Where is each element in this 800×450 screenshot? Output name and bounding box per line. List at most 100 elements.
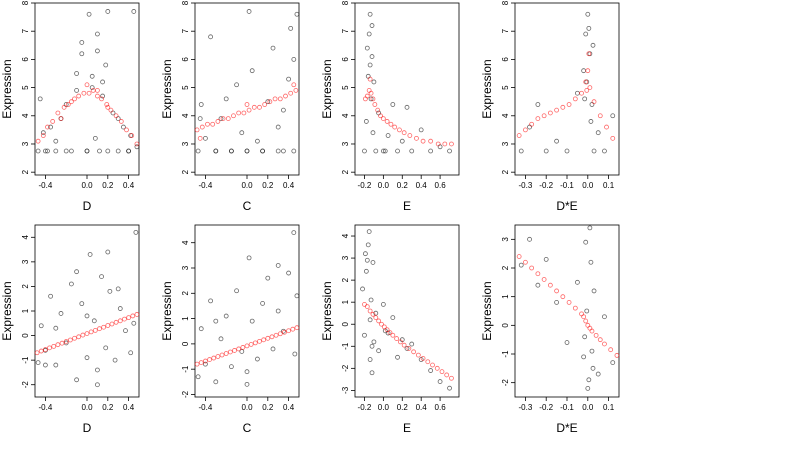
data-point [109,321,115,327]
data-point [428,148,434,154]
data-point [364,304,370,309]
data-point [595,130,601,136]
data-point [392,124,398,130]
data-point [380,148,386,154]
data-point [411,349,417,355]
data-point [602,148,607,154]
data-point [199,124,205,130]
data-point [126,148,132,154]
data-point [265,335,271,341]
data-point [373,310,379,316]
data-point [92,135,98,141]
data-point [40,133,46,138]
x-tick-label: 0.1 [603,403,615,412]
data-point [288,25,294,31]
data-point [55,110,61,116]
data-point [527,124,532,130]
data-point [602,341,607,347]
data-point [74,88,79,93]
data-point [134,144,140,150]
data-point [61,104,67,110]
y-tick-label: 0 [21,333,30,338]
data-point [261,337,267,343]
data-point [291,82,297,88]
y-tick-label: 7 [341,28,350,33]
data-point [585,68,591,74]
data-point [115,286,121,292]
x-tick-label: 0.6 [435,181,447,190]
data-point [368,96,374,102]
data-point [583,239,589,245]
plot-frame [514,224,620,398]
data-point [257,104,262,110]
data-point [202,135,208,141]
scatter-panel-3: 2 3 4 5 6 7 8 -0.2 0.0 0.2 0.4 0.6 E Expression [320,0,460,213]
data-point [58,116,64,122]
data-point [131,320,137,326]
data-point [84,355,90,361]
data-point [103,62,109,68]
y-tick-label: -1 [501,350,510,358]
x-axis-title: D [83,421,92,435]
data-point [370,96,376,102]
x-axis-title: C [243,199,252,213]
data-point [290,326,296,332]
data-point [249,318,255,324]
data-point [236,346,242,352]
data-point [218,116,224,122]
y-tick-label: 4 [341,233,350,238]
data-point [583,31,589,37]
y-tick-label: 8 [181,0,190,5]
data-point [99,274,104,280]
data-point [105,323,111,328]
data-point [198,102,204,107]
data-point [248,341,254,347]
data-point [275,148,281,154]
data-point [535,116,541,122]
data-point [95,93,100,99]
x-axis-title: D*E [556,421,577,435]
data-point [265,99,271,105]
x-axis-title: C [243,421,252,435]
data-point [76,93,82,99]
data-point [65,102,71,107]
data-point [449,375,454,381]
data-point [223,313,229,319]
x-tick-label: 0.1 [603,181,615,190]
data-point [105,104,111,110]
data-point [369,54,375,59]
y-tick-label: 3 [181,141,190,146]
data-point [134,312,140,317]
data-point [38,348,44,354]
data-point [587,225,593,231]
y-tick-label: 7 [181,28,190,33]
data-point [104,102,110,107]
data-point [202,361,208,367]
y-tick-label: 3 [21,141,30,146]
data-point [401,130,407,136]
data-point [79,40,85,45]
y-tick-label: 2 [501,169,510,174]
data-point [363,119,369,124]
data-point [370,130,376,136]
data-point [589,348,595,354]
data-point [246,9,252,14]
y-tick-label: 4 [181,240,190,245]
data-point [45,124,50,130]
data-point [131,9,137,14]
y-tick-label: 8 [21,0,30,5]
data-point [213,318,219,324]
data-point [134,141,140,147]
series-2 [194,82,299,141]
data-point [589,328,595,334]
data-point [395,354,400,360]
data-point [428,138,434,144]
data-point [380,301,386,307]
data-point [257,338,262,344]
scatter-panel-5: -2 -1 0 1 2 3 4 -0.4 0.0 0.2 0.4 D Expression [0,224,140,435]
data-point [371,79,377,85]
x-tick-label: -0.4 [199,403,213,412]
scatter-panel-1: 2 3 4 5 6 7 8 -0.4 0.0 0.2 0.4 D Expression [0,0,140,213]
data-point [63,148,69,154]
x-axis-title: E [403,199,411,213]
